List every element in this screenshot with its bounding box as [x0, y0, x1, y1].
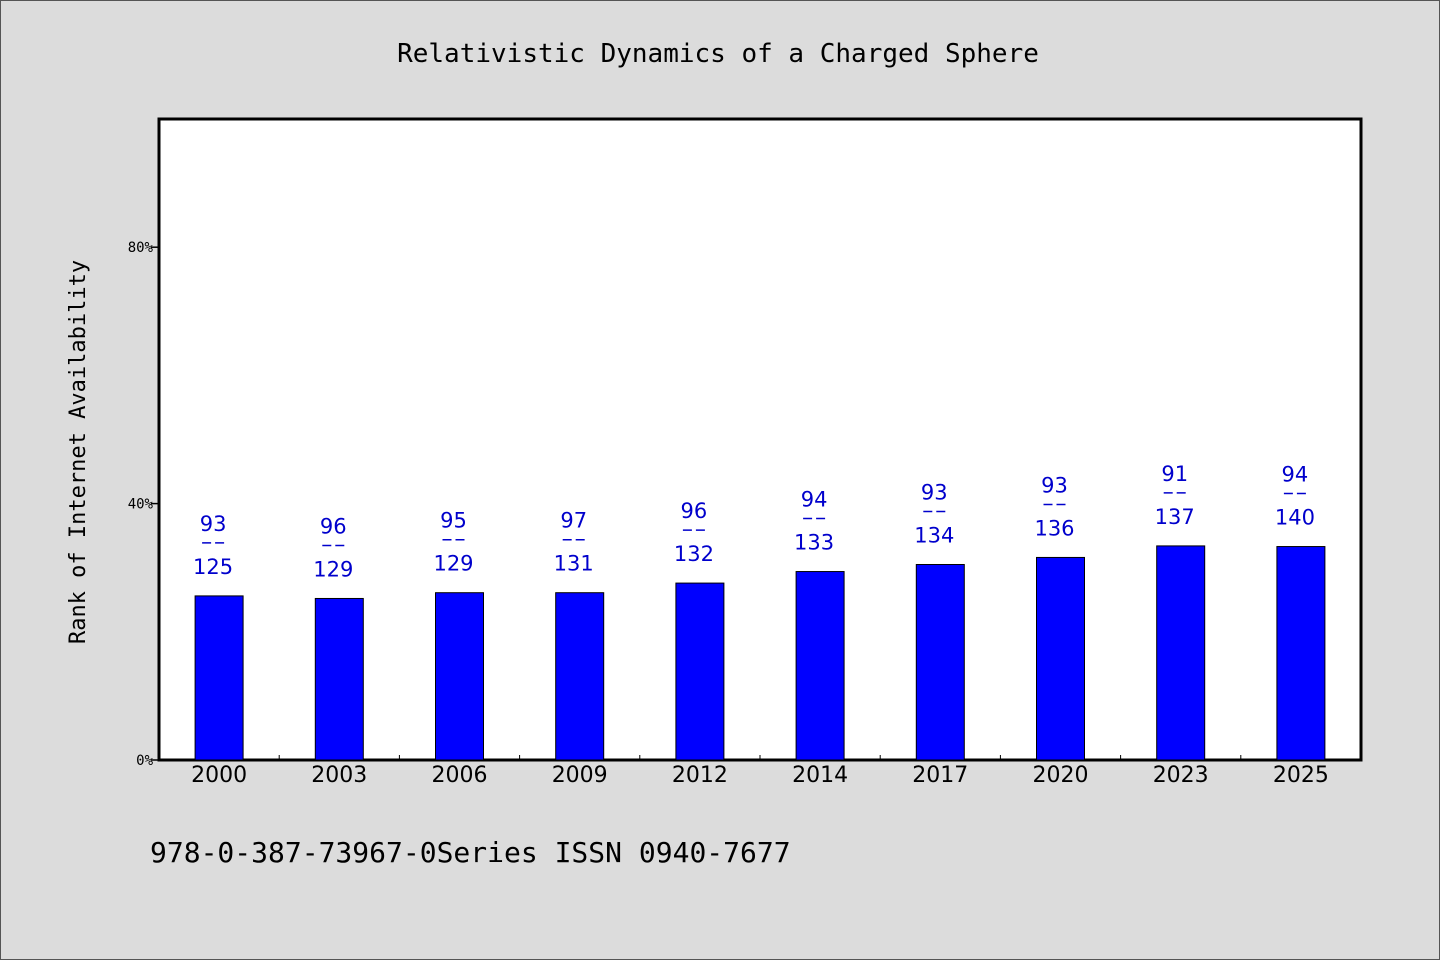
bar-label-denominator: 131: [554, 552, 594, 576]
bar-2023: [1156, 545, 1206, 761]
bar-label-denominator: 136: [1034, 516, 1074, 540]
x-tick-label: 2012: [672, 763, 728, 788]
bar-label-numerator: 94: [801, 488, 828, 512]
x-tick-label: 2020: [1033, 763, 1089, 788]
bar-2014: [795, 571, 845, 761]
bar-2000: [194, 595, 244, 761]
bar-2012: [675, 582, 725, 761]
bar-label-numerator: 93: [921, 480, 948, 504]
bar-label-numerator: 94: [1282, 463, 1309, 487]
bar-label-numerator: 91: [1161, 462, 1188, 486]
bar-2003: [314, 597, 364, 761]
x-tick-label: 2000: [191, 763, 247, 788]
x-tick-label: 2023: [1153, 763, 1209, 788]
bar-2020: [1036, 556, 1085, 761]
x-axis-ticks: 2000 2003 2006 2009 2012 2014 2017 2020 2023 2025: [191, 755, 1329, 788]
y-axis-ticks: 0% 40% 80%: [128, 240, 159, 769]
bar-label-denominator: 129: [433, 552, 473, 576]
y-axis-label: Rank of Internet Availability: [66, 260, 91, 644]
bar-label-denominator: 125: [193, 555, 233, 579]
bar-label-denominator: 134: [914, 523, 954, 547]
y-tick-label: 0%: [136, 753, 153, 769]
x-tick-label: 2017: [912, 763, 968, 788]
y-tick-label: 40%: [128, 497, 154, 513]
bar-label-numerator: 96: [681, 499, 708, 523]
bar-series: [194, 545, 1326, 761]
x-tick-label: 2025: [1273, 763, 1329, 788]
x-tick-label: 2009: [552, 763, 608, 788]
bar-label-denominator: 132: [674, 542, 714, 566]
footer-isbn-text: 978-0-387-73967-0Series ISSN 0940-7677: [150, 836, 791, 869]
bar-label-numerator: 93: [200, 512, 227, 536]
y-tick-label: 80%: [128, 240, 154, 256]
bar-data-labels: 93 125 96 129 95 129 97 131 96 132 94 133 93 134 93 136…: [193, 462, 1315, 582]
bar-label-denominator: 137: [1155, 505, 1195, 529]
x-tick-label: 2003: [311, 763, 367, 788]
bar-2006: [435, 592, 484, 761]
bar-label-numerator: 96: [320, 514, 347, 538]
bar-2009: [555, 592, 605, 761]
bar-label-denominator: 140: [1275, 506, 1315, 530]
bar-label-denominator: 129: [313, 557, 353, 581]
bar-label-numerator: 95: [440, 509, 467, 533]
bar-label-denominator: 133: [794, 531, 834, 555]
chart-title: Relativistic Dynamics of a Charged Spher…: [397, 39, 1039, 69]
bar-2025: [1276, 546, 1326, 761]
bar-label-numerator: 93: [1041, 473, 1068, 497]
x-tick-label: 2006: [432, 763, 488, 788]
bar-label-numerator: 97: [560, 509, 587, 533]
x-tick-label: 2014: [792, 763, 848, 788]
bar-2017: [915, 563, 965, 761]
